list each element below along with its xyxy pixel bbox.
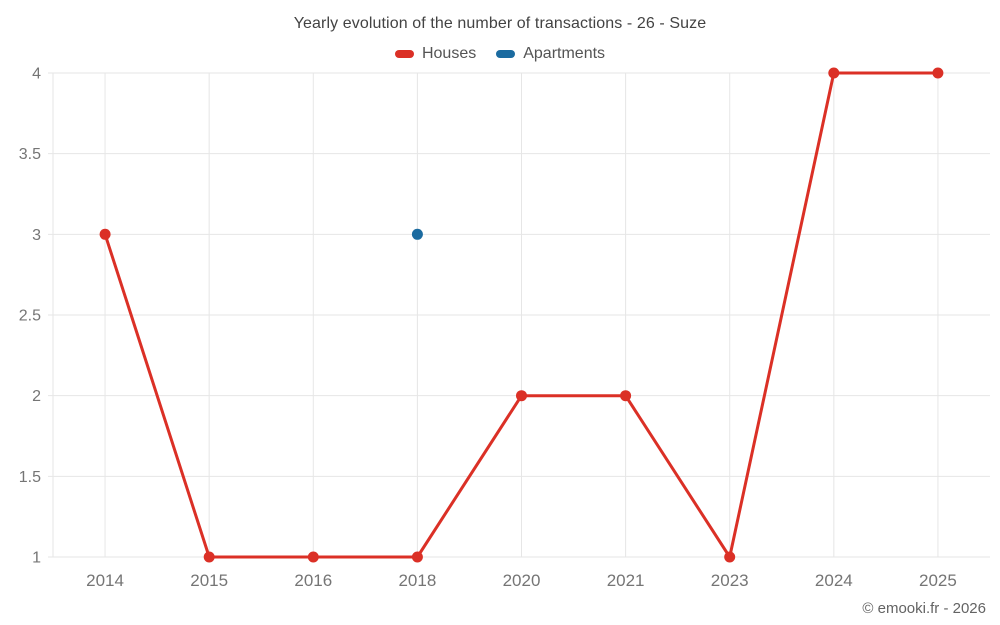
x-axis-tick-label: 2015 (190, 571, 228, 590)
y-axis-tick-label: 4 (32, 66, 41, 83)
x-axis-tick-label: 2025 (919, 571, 957, 590)
data-point-apartments-2018[interactable] (411, 228, 423, 240)
chart-title: Yearly evolution of the number of transa… (293, 15, 707, 32)
x-axis-tick-label: 2018 (398, 571, 436, 590)
data-point-houses-2016[interactable] (307, 551, 319, 563)
y-axis-tick-label: 2.5 (19, 308, 41, 325)
legend-item-houses[interactable]: Houses (394, 45, 477, 63)
legend-label-apartments: Apartments (523, 45, 606, 62)
apartments-series-swatch-icon (496, 50, 516, 58)
x-axis-tick-label: 2014 (86, 571, 124, 590)
y-axis-tick-label: 1 (32, 550, 41, 567)
legend-label-houses: Houses (421, 45, 477, 62)
x-axis-tick-label: 2016 (294, 571, 332, 590)
legend-item-apartments[interactable]: Apartments (496, 45, 605, 63)
x-axis-tick-label: 2024 (815, 571, 853, 590)
data-point-houses-2023[interactable] (724, 551, 736, 563)
data-point-houses-2014[interactable] (99, 228, 111, 240)
houses-series-swatch-icon (394, 50, 414, 58)
y-axis-tick-label: 1.5 (19, 469, 41, 486)
chart-legend: Houses Apartments (0, 45, 1000, 63)
y-axis-tick-label: 3.5 (19, 146, 41, 163)
y-axis-tick-label: 2 (32, 388, 41, 405)
watermark: © emooki.fr - 2026 (862, 600, 986, 617)
data-point-houses-2020[interactable] (516, 390, 527, 402)
data-point-houses-2015[interactable] (203, 551, 215, 563)
x-axis-tick-label: 2023 (711, 571, 749, 590)
data-point-houses-2025[interactable] (932, 67, 944, 79)
data-point-houses-2021[interactable] (620, 390, 632, 402)
y-axis-tick-label: 3 (32, 227, 41, 244)
x-axis-tick-label: 2021 (607, 571, 645, 590)
x-axis-tick-label: 2020 (503, 571, 541, 590)
data-point-houses-2024[interactable] (828, 67, 840, 79)
data-point-houses-2018[interactable] (411, 551, 423, 563)
